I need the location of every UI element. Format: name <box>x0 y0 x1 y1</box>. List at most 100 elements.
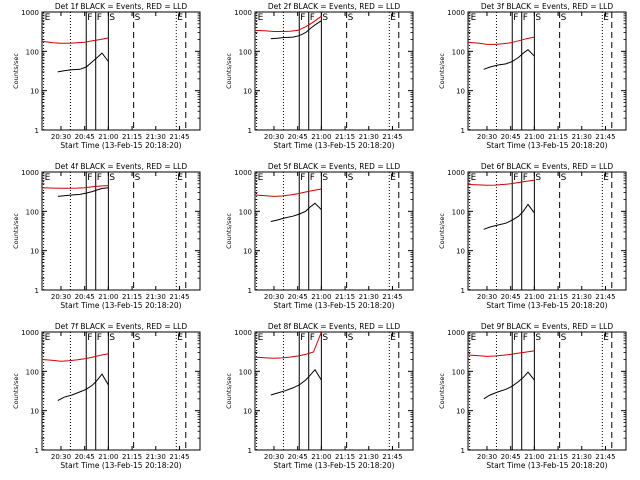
y-tick-label: 10 <box>243 88 252 96</box>
x-axis-label: Start Time (13-Feb-15 20:18:20) <box>486 301 607 310</box>
x-tick-label: 21:00 <box>311 133 331 141</box>
chart-title: Det 3f BLACK = Events, RED = LLD <box>481 2 614 11</box>
y-tick-label: 1000 <box>447 329 465 337</box>
y-tick-label: 100 <box>452 48 465 56</box>
x-tick-label: 20:30 <box>51 133 71 141</box>
x-tick-label: 21:45 <box>169 293 189 301</box>
event-marker-label: F <box>97 173 102 183</box>
x-tick-label: 20:30 <box>477 293 497 301</box>
event-marker-label: S <box>135 173 141 183</box>
x-tick-label: 21:45 <box>169 133 189 141</box>
x-tick-label: 21:00 <box>524 453 544 461</box>
detector-panel: Det 6f BLACK = Events, RED = LLD 1 10 100 10… <box>438 162 627 310</box>
events-series-line <box>57 52 109 73</box>
x-tick-label: 21:30 <box>572 133 592 141</box>
event-marker-label: E <box>45 173 51 183</box>
event-marker-label: E <box>471 13 477 23</box>
event-marker-label: E <box>471 173 477 183</box>
x-tick-label: 21:30 <box>359 293 379 301</box>
plot-frame <box>467 331 627 451</box>
x-tick-label: 20:30 <box>477 133 497 141</box>
y-tick-label: 10 <box>30 408 39 416</box>
event-marker-label: F <box>300 333 305 343</box>
x-tick-label: 20:30 <box>264 453 284 461</box>
x-axis-label: Start Time (13-Feb-15 20:18:20) <box>60 301 181 310</box>
y-tick-label: 1 <box>461 287 465 295</box>
y-tick-label: 10 <box>30 88 39 96</box>
x-tick-label: 20:30 <box>477 453 497 461</box>
y-tick-label: 10 <box>456 408 465 416</box>
x-tick-label: 21:00 <box>524 133 544 141</box>
event-marker-label: E <box>258 333 264 343</box>
x-tick-label: 20:45 <box>288 453 308 461</box>
event-marker-label: S <box>109 173 115 183</box>
y-tick-label: 1000 <box>447 169 465 177</box>
event-marker-label: F <box>300 173 305 183</box>
event-marker-label: S <box>561 13 567 23</box>
y-axis-label: Counts/sec <box>12 53 20 89</box>
x-tick-label: 20:45 <box>501 133 521 141</box>
chart-title: Det 7f BLACK = Events, RED = LLD <box>55 322 188 331</box>
detector-panel: Det 3f BLACK = Events, RED = LLD 1 10 100 10… <box>438 2 627 150</box>
x-axis-label: Start Time (13-Feb-15 20:18:20) <box>273 301 394 310</box>
event-marker-label: E <box>177 333 183 343</box>
event-marker-label: F <box>310 13 315 23</box>
event-marker-label: E <box>390 173 396 183</box>
lld-series-line <box>41 37 109 44</box>
detector-panel: Det 4f BLACK = Events, RED = LLD 1 10 100 10… <box>12 162 201 310</box>
y-axis-label: Counts/sec <box>225 53 233 89</box>
x-tick-label: 20:45 <box>288 133 308 141</box>
lld-series-line <box>467 36 535 45</box>
event-marker-label: S <box>109 13 115 23</box>
x-tick-label: 20:30 <box>51 453 71 461</box>
lld-series-line <box>254 188 322 197</box>
event-marker-label: F <box>523 333 528 343</box>
y-tick-label: 10 <box>243 248 252 256</box>
x-tick-label: 21:15 <box>122 453 142 461</box>
x-tick-label: 20:45 <box>75 453 95 461</box>
x-tick-label: 21:30 <box>146 453 166 461</box>
event-marker-label: E <box>390 13 396 23</box>
event-marker-label: F <box>97 13 102 23</box>
event-marker-label: S <box>535 173 541 183</box>
event-marker-label: S <box>135 333 141 343</box>
event-marker-label: E <box>603 13 609 23</box>
y-axis-label: Counts/sec <box>438 213 446 249</box>
event-marker-label: E <box>45 333 51 343</box>
y-tick-label: 1000 <box>21 9 39 17</box>
event-marker-label: F <box>87 173 92 183</box>
event-marker-label: S <box>348 173 354 183</box>
event-marker-label: F <box>513 13 518 23</box>
plot-frame <box>41 11 201 131</box>
event-marker-label: F <box>523 13 528 23</box>
y-tick-label: 100 <box>26 208 39 216</box>
x-tick-label: 21:30 <box>359 453 379 461</box>
plot-frame <box>467 171 627 291</box>
event-marker-label: S <box>561 173 567 183</box>
y-tick-label: 1000 <box>447 9 465 17</box>
event-marker-label: S <box>348 13 354 23</box>
y-tick-label: 10 <box>456 88 465 96</box>
events-series-line <box>483 49 535 70</box>
x-tick-label: 21:00 <box>311 293 331 301</box>
y-tick-label: 10 <box>243 408 252 416</box>
x-tick-label: 20:45 <box>288 293 308 301</box>
y-tick-label: 1000 <box>234 329 252 337</box>
x-tick-label: 21:15 <box>122 133 142 141</box>
plot-frame <box>467 11 627 131</box>
x-tick-label: 21:00 <box>311 453 331 461</box>
y-axis-label: Counts/sec <box>12 373 20 409</box>
y-tick-label: 100 <box>239 48 252 56</box>
x-tick-label: 21:30 <box>572 293 592 301</box>
event-marker-label: S <box>322 333 328 343</box>
lld-series-line <box>467 179 535 186</box>
event-marker-label: F <box>310 173 315 183</box>
event-marker-label: S <box>109 333 115 343</box>
chart-title: Det 1f BLACK = Events, RED = LLD <box>55 2 188 11</box>
detector-panel: Det 2f BLACK = Events, RED = LLD 1 10 100 10… <box>225 2 414 150</box>
x-tick-label: 21:00 <box>98 293 118 301</box>
x-axis-label: Start Time (13-Feb-15 20:18:20) <box>486 461 607 470</box>
x-tick-label: 21:45 <box>595 293 615 301</box>
y-axis-label: Counts/sec <box>225 213 233 249</box>
